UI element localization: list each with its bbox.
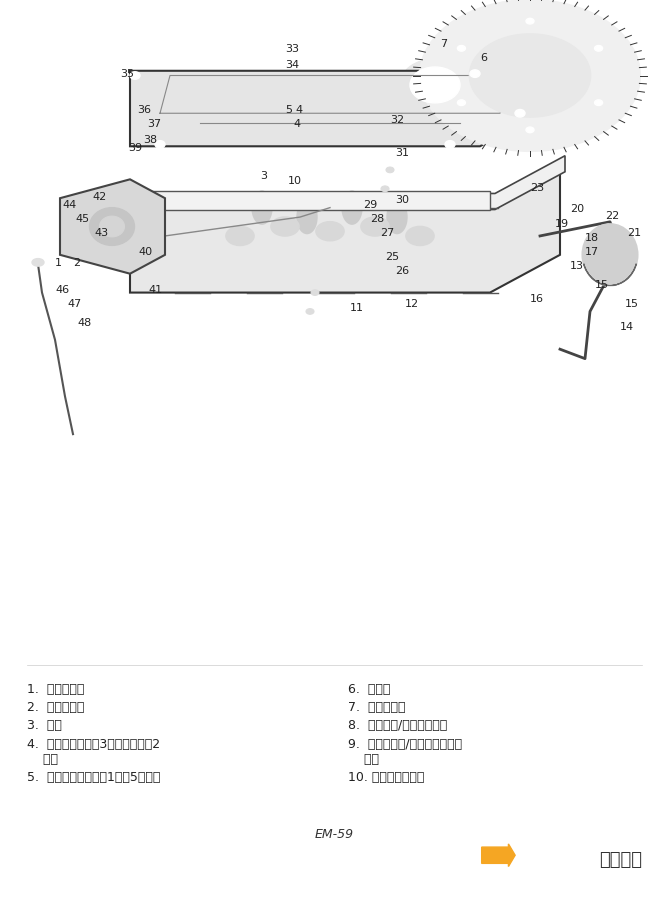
Text: 29: 29 bbox=[363, 200, 377, 210]
Polygon shape bbox=[130, 191, 490, 211]
Ellipse shape bbox=[410, 67, 460, 103]
Text: 13: 13 bbox=[570, 261, 584, 271]
Ellipse shape bbox=[386, 167, 394, 173]
Text: 23: 23 bbox=[530, 183, 544, 193]
Text: 4.  止推垫片（位于3号主轴承上的2: 4. 止推垫片（位于3号主轴承上的2 bbox=[27, 738, 160, 750]
Ellipse shape bbox=[252, 191, 272, 224]
Text: 4: 4 bbox=[295, 105, 302, 115]
Text: 19: 19 bbox=[555, 218, 569, 228]
Text: 43: 43 bbox=[94, 228, 108, 238]
Text: 45: 45 bbox=[75, 214, 89, 224]
Text: 27: 27 bbox=[380, 228, 394, 238]
Text: EM-59: EM-59 bbox=[315, 828, 354, 841]
Ellipse shape bbox=[420, 0, 640, 151]
Polygon shape bbox=[115, 156, 565, 210]
Ellipse shape bbox=[130, 71, 140, 80]
Polygon shape bbox=[130, 170, 560, 292]
Text: 33: 33 bbox=[285, 44, 299, 54]
Ellipse shape bbox=[470, 34, 591, 117]
Text: 42: 42 bbox=[92, 192, 106, 202]
Ellipse shape bbox=[445, 140, 455, 148]
Text: 37: 37 bbox=[147, 119, 161, 129]
Text: 3.  曲轴: 3. 曲轴 bbox=[27, 719, 62, 732]
FancyArrow shape bbox=[482, 843, 515, 867]
Text: 47: 47 bbox=[67, 299, 81, 309]
Ellipse shape bbox=[361, 217, 389, 236]
Ellipse shape bbox=[458, 45, 466, 52]
Ellipse shape bbox=[155, 140, 165, 148]
Text: 9.  螺栓，飞轮/变矩器驱动盘到: 9. 螺栓，飞轮/变矩器驱动盘到 bbox=[348, 738, 462, 750]
Text: 汽修帮手: 汽修帮手 bbox=[599, 851, 642, 869]
Text: 10. 主轴瓦（下部）: 10. 主轴瓦（下部） bbox=[348, 771, 424, 784]
Text: 曲轴: 曲轴 bbox=[348, 753, 379, 766]
Text: 38: 38 bbox=[143, 136, 157, 146]
Text: 15: 15 bbox=[625, 299, 639, 309]
Ellipse shape bbox=[271, 217, 299, 236]
Text: 16: 16 bbox=[530, 294, 544, 304]
Text: 个）: 个） bbox=[27, 753, 58, 766]
Ellipse shape bbox=[306, 309, 314, 314]
Text: 8.  飞轮总成/变矩器驱动盘: 8. 飞轮总成/变矩器驱动盘 bbox=[348, 719, 447, 732]
Text: 30: 30 bbox=[395, 195, 409, 205]
Ellipse shape bbox=[32, 259, 44, 266]
Ellipse shape bbox=[90, 207, 134, 245]
Text: 2: 2 bbox=[73, 258, 80, 268]
Ellipse shape bbox=[297, 201, 317, 233]
Text: 5.  主轴瓦（上部）（1号和5号上是: 5. 主轴瓦（上部）（1号和5号上是 bbox=[27, 771, 160, 784]
Polygon shape bbox=[130, 38, 540, 147]
Text: 26: 26 bbox=[395, 266, 409, 276]
Text: 20: 20 bbox=[570, 205, 584, 214]
Text: 28: 28 bbox=[370, 214, 384, 224]
Text: 35: 35 bbox=[120, 70, 134, 80]
Ellipse shape bbox=[595, 100, 603, 106]
Ellipse shape bbox=[406, 226, 434, 245]
Text: 25: 25 bbox=[385, 252, 399, 262]
Ellipse shape bbox=[515, 110, 525, 117]
Ellipse shape bbox=[342, 191, 362, 224]
Text: 32: 32 bbox=[390, 115, 404, 125]
Ellipse shape bbox=[458, 100, 466, 106]
Ellipse shape bbox=[526, 127, 534, 133]
Text: 39: 39 bbox=[128, 143, 142, 153]
Ellipse shape bbox=[583, 224, 638, 285]
Text: 41: 41 bbox=[148, 284, 162, 294]
Text: 34: 34 bbox=[285, 60, 299, 70]
Ellipse shape bbox=[316, 222, 344, 241]
Ellipse shape bbox=[526, 18, 534, 24]
Text: 12: 12 bbox=[405, 299, 419, 309]
Text: 6.  定位销: 6. 定位销 bbox=[348, 683, 390, 696]
Text: 1.  机油泵总成: 1. 机油泵总成 bbox=[27, 683, 84, 696]
Text: 15: 15 bbox=[595, 280, 609, 290]
Text: 48: 48 bbox=[77, 318, 91, 328]
Text: 2.  机油泵衬垫: 2. 机油泵衬垫 bbox=[27, 701, 84, 714]
Ellipse shape bbox=[381, 186, 389, 192]
Text: 1: 1 bbox=[55, 258, 62, 268]
Text: 40: 40 bbox=[138, 247, 152, 257]
Polygon shape bbox=[60, 179, 165, 273]
Ellipse shape bbox=[100, 216, 124, 237]
Text: 22: 22 bbox=[605, 211, 619, 221]
Text: 3: 3 bbox=[260, 171, 267, 181]
Ellipse shape bbox=[595, 45, 603, 52]
Text: 21: 21 bbox=[627, 228, 641, 238]
Text: 4: 4 bbox=[293, 119, 300, 129]
Text: 5: 5 bbox=[285, 105, 292, 115]
Ellipse shape bbox=[226, 226, 254, 245]
Text: 10: 10 bbox=[288, 176, 302, 186]
Ellipse shape bbox=[400, 59, 470, 111]
Text: 46: 46 bbox=[55, 284, 69, 294]
Text: 6: 6 bbox=[480, 53, 487, 63]
Text: 44: 44 bbox=[62, 200, 76, 210]
Ellipse shape bbox=[387, 201, 407, 233]
Ellipse shape bbox=[311, 290, 319, 295]
Text: 7.  曲轴后油封: 7. 曲轴后油封 bbox=[348, 701, 405, 714]
Ellipse shape bbox=[470, 70, 480, 78]
Text: 17: 17 bbox=[585, 247, 599, 257]
Text: 7: 7 bbox=[440, 39, 447, 49]
Text: 14: 14 bbox=[620, 322, 634, 332]
Text: 11: 11 bbox=[350, 303, 364, 313]
Text: 36: 36 bbox=[137, 105, 151, 115]
Text: 31: 31 bbox=[395, 148, 409, 157]
Text: 18: 18 bbox=[585, 233, 599, 243]
